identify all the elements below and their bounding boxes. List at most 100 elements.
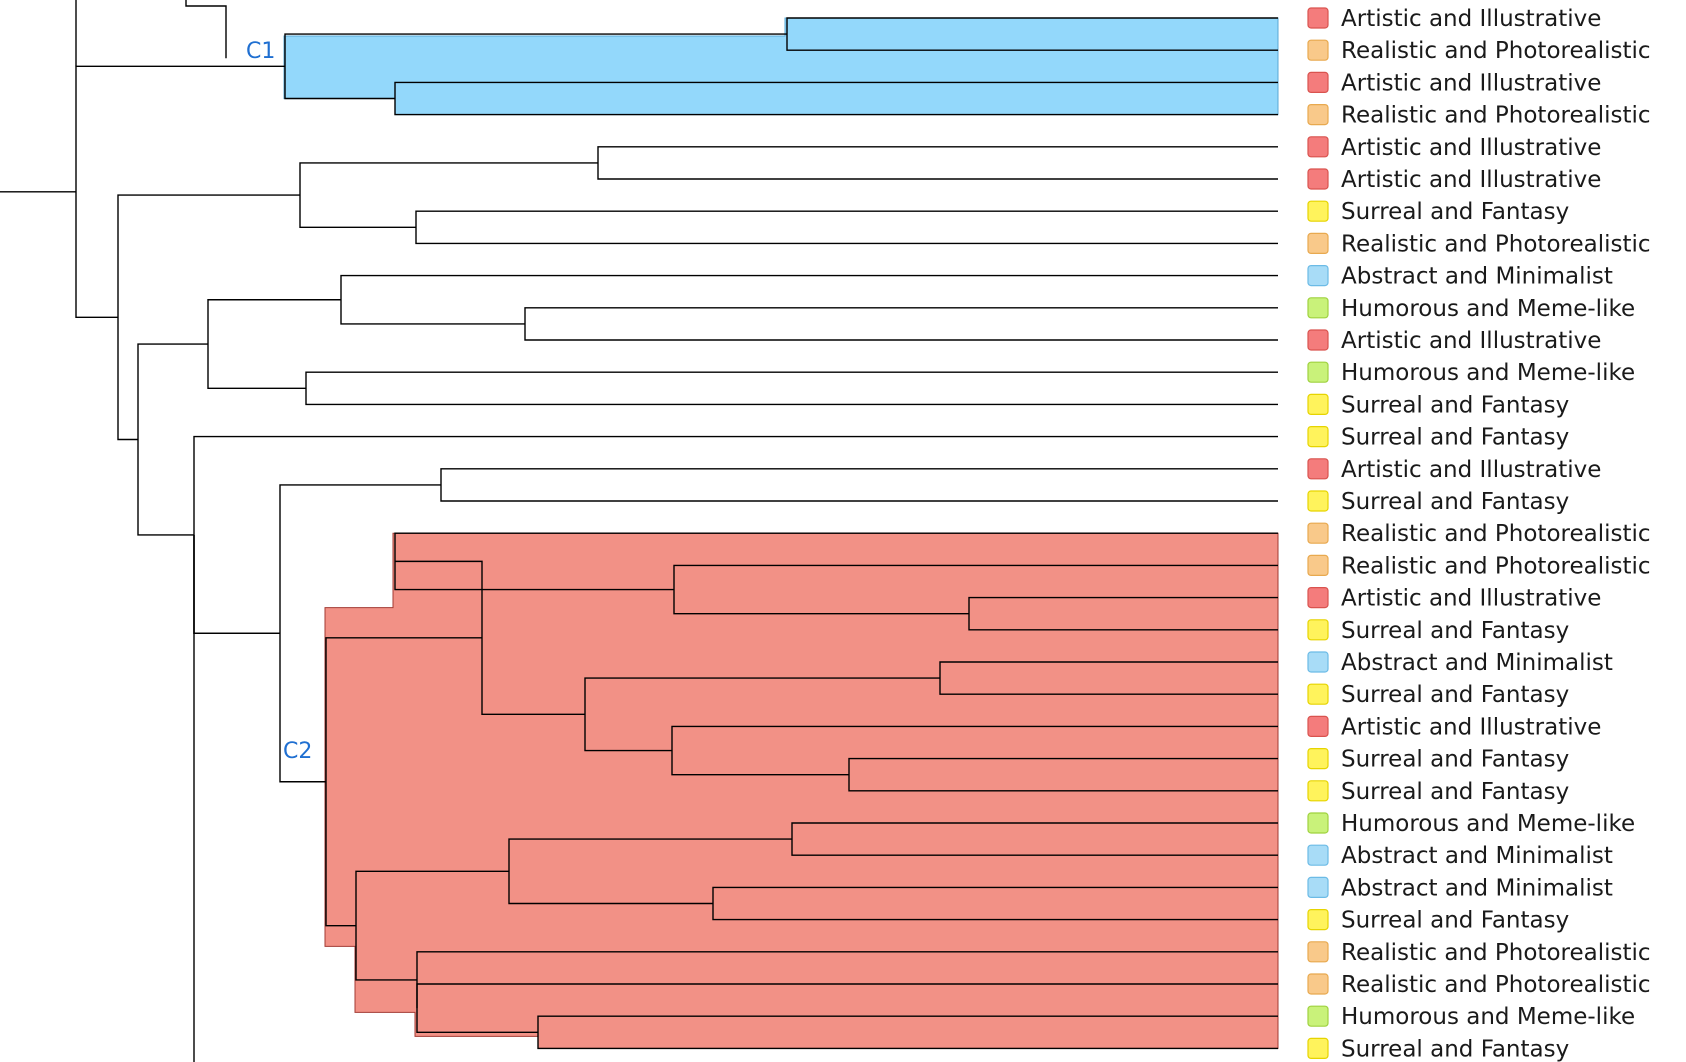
leaf-label-row: Surreal and Fantasy [1307,489,1569,515]
leaf-label-row: Realistic and Photorealistic [1307,940,1651,966]
abstract-swatch-icon [1307,844,1329,866]
branch-b3 [299,162,598,228]
humorous-swatch-icon [1307,1005,1329,1027]
leaf-label-row: Humorous and Meme-like [1307,360,1635,386]
leaf-label-row: Artistic and Illustrative [1307,135,1601,161]
branch-e1 [440,468,1278,502]
branch-x3 [75,65,285,318]
realistic-swatch-icon [1307,941,1329,963]
leaf-label-row: Artistic and Illustrative [1307,586,1601,612]
leaf-label: Artistic and Illustrative [1341,70,1601,96]
branch-d3 [305,371,1278,406]
leaf-label: Surreal and Fantasy [1341,425,1569,451]
surreal-swatch-icon [1307,908,1329,931]
surreal-swatch-icon [1307,393,1329,415]
humorous-swatch-icon [1307,812,1329,834]
surreal-swatch-icon [1307,619,1329,641]
leaf-label-row: Surreal and Fantasy [1307,908,1569,934]
surreal-swatch-icon [1307,1037,1329,1060]
leaf-label-row: Humorous and Meme-like [1307,296,1635,322]
artistic-swatch-icon [1307,136,1329,158]
leaf-label-row: Surreal and Fantasy [1307,682,1569,708]
leaf-label: Surreal and Fantasy [1341,747,1569,773]
leaf-label-row: Abstract and Minimalist [1307,650,1613,676]
leaf-label: Realistic and Photorealistic [1341,940,1651,966]
leaf-label: Humorous and Meme-like [1341,360,1635,386]
leaf-label: Realistic and Photorealistic [1341,521,1651,547]
leaf-label: Realistic and Photorealistic [1341,972,1651,998]
surreal-swatch-icon [1307,780,1329,802]
humorous-swatch-icon [1307,297,1329,319]
leaf-label-row: Abstract and Minimalist [1307,843,1613,869]
leaf-label: Artistic and Illustrative [1341,6,1601,32]
leaf-label: Surreal and Fantasy [1341,489,1569,515]
surreal-swatch-icon [1307,490,1329,512]
leaf-labels: Artistic and Illustrative Realistic and P… [1307,6,1651,1062]
leaf-label-row: Realistic and Photorealistic [1307,972,1651,998]
leaf-label: Abstract and Minimalist [1341,650,1613,676]
leaf-label: Humorous and Meme-like [1341,296,1635,322]
leaf-label: Realistic and Photorealistic [1341,231,1651,257]
leaf-label: Abstract and Minimalist [1341,843,1613,869]
leaf-label: Surreal and Fantasy [1341,908,1569,934]
leaf-label-row: Artistic and Illustrative [1307,167,1601,193]
branch-x1 [137,343,208,536]
leaf-label: Artistic and Illustrative [1341,167,1601,193]
leaf-label-row: Realistic and Photorealistic [1307,231,1651,257]
branch-d1 [524,307,1278,341]
surreal-swatch-icon [1307,747,1329,770]
branch-h6 [416,951,1278,1009]
leaf-label-row: Realistic and Photorealistic [1307,38,1651,64]
tree-branches [0,0,1278,1062]
leaf-label: Surreal and Fantasy [1341,618,1569,644]
surreal-swatch-icon [1307,426,1329,448]
leaf-label-row: Surreal and Fantasy [1307,425,1569,451]
artistic-swatch-icon [1307,458,1329,480]
leaf-label-row: Surreal and Fantasy [1307,392,1569,418]
realistic-swatch-icon [1307,522,1329,544]
leaf-label: Abstract and Minimalist [1341,875,1613,901]
cluster-label-c2: C2 [283,739,312,764]
leaf-label-row: Surreal and Fantasy [1307,779,1569,805]
leaf-label: Realistic and Photorealistic [1341,103,1651,129]
leaf-label: Surreal and Fantasy [1341,199,1569,225]
leaf-label-row: Humorous and Meme-like [1307,1004,1635,1030]
cluster-labels: C1 C2 [246,39,312,764]
leaf-label: Realistic and Photorealistic [1341,38,1651,64]
abstract-swatch-icon [1307,651,1329,673]
surreal-swatch-icon [1307,683,1329,705]
leaf-label-row: Abstract and Minimalist [1307,875,1613,901]
artistic-swatch-icon [1307,329,1329,351]
leaf-label-row: Abstract and Minimalist [1307,264,1613,290]
realistic-swatch-icon [1307,39,1329,61]
artistic-swatch-icon [1307,715,1329,738]
leaf-label-row: Artistic and Illustrative [1307,457,1601,483]
leaf-label-row: Surreal and Fantasy [1307,618,1569,644]
leaf-label: Surreal and Fantasy [1341,779,1569,805]
artistic-swatch-icon [1307,71,1329,94]
realistic-swatch-icon [1307,232,1329,254]
leaf-label: Surreal and Fantasy [1341,1036,1569,1062]
abstract-swatch-icon [1307,265,1329,287]
leaf-label-row: Humorous and Meme-like [1307,811,1635,837]
leaf-label: Surreal and Fantasy [1341,392,1569,418]
realistic-swatch-icon [1307,103,1329,126]
realistic-swatch-icon [1307,554,1329,577]
leaf-label: Surreal and Fantasy [1341,682,1569,708]
leaf-label-row: Artistic and Illustrative [1307,328,1601,354]
abstract-swatch-icon [1307,876,1329,899]
leaf-label-row: Artistic and Illustrative [1307,70,1601,96]
leaf-label-row: Surreal and Fantasy [1307,199,1569,225]
leaf-label: Artistic and Illustrative [1341,328,1601,354]
branch-b1 [597,146,1278,180]
branch-x2 [117,194,300,441]
humorous-swatch-icon [1307,361,1329,383]
leaf-label-row: Realistic and Photorealistic [1307,553,1651,579]
leaf-label: Realistic and Photorealistic [1341,553,1651,579]
artistic-swatch-icon [1307,168,1329,190]
leaf-label-row: Surreal and Fantasy [1307,747,1569,773]
leaf-label-row: Realistic and Photorealistic [1307,521,1651,547]
branch-b2 [415,210,1278,245]
leaf-label: Artistic and Illustrative [1341,586,1601,612]
